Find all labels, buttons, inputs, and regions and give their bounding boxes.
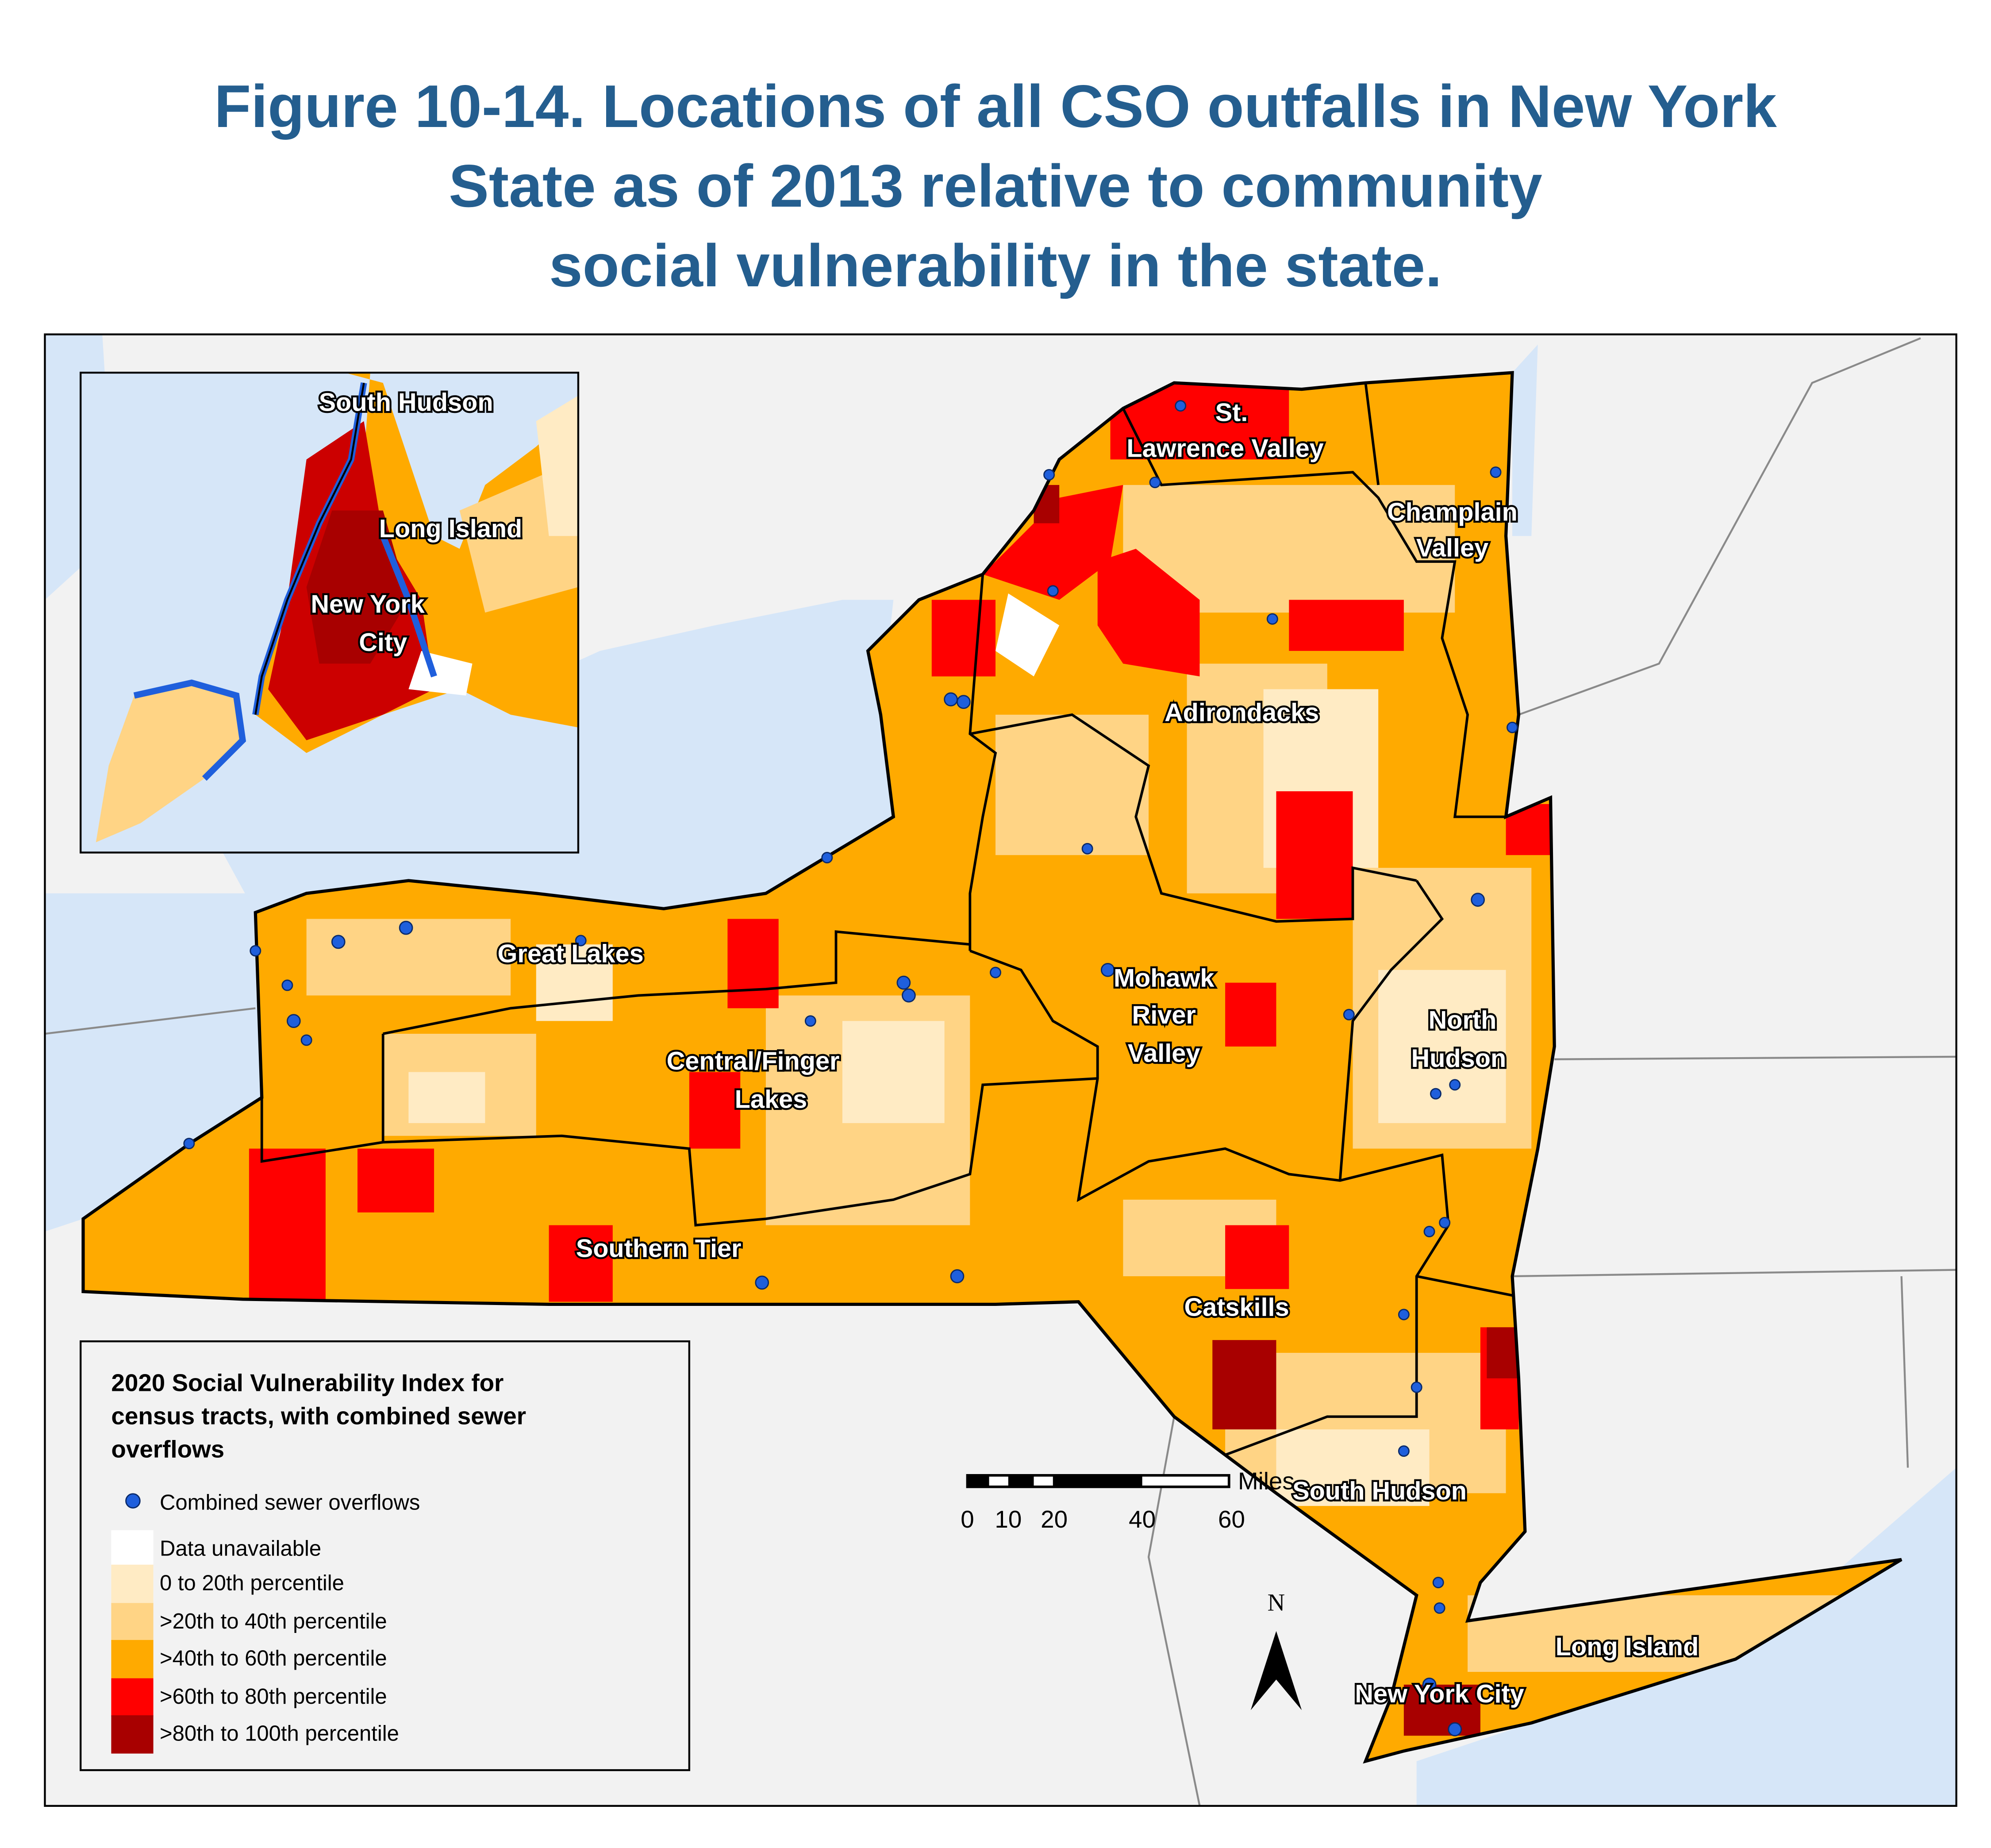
legend-item-80-100: >80th to 100th percentile xyxy=(160,1722,399,1746)
scale-tick-10: 10 xyxy=(995,1505,1022,1533)
north-label: N xyxy=(1268,1589,1285,1616)
label-mohawk-2: River xyxy=(1132,1001,1196,1029)
scale-tick-40: 40 xyxy=(1129,1505,1156,1533)
atlantic-ocean xyxy=(1416,1467,1956,1806)
legend: 2020 Social Vulnerability Index for cens… xyxy=(80,1340,691,1771)
legend-item-cso: Combined sewer overflows xyxy=(160,1491,420,1515)
lake-champlain xyxy=(1512,344,1538,536)
inset-label-nyc-2: City xyxy=(359,628,407,657)
label-central: Central/Finger xyxy=(667,1047,840,1075)
region-boundaries xyxy=(260,382,1513,1456)
label-north-hudson-2: Hudson xyxy=(1411,1044,1507,1073)
legend-cso-dot-icon xyxy=(125,1493,141,1509)
label-long-island: Long Island xyxy=(1556,1633,1699,1661)
state-boundaries xyxy=(45,337,1956,1806)
scale-tick-0: 0 xyxy=(961,1505,974,1533)
title-line-1: Figure 10-14. Locations of all CSO outfa… xyxy=(214,73,1777,140)
legend-swatch-60-80 xyxy=(111,1678,154,1717)
legend-title-2: census tracts, with combined sewer xyxy=(111,1402,526,1430)
inset-label-long-island: Long Island xyxy=(379,515,523,543)
label-st-lawrence: St. xyxy=(1215,399,1248,427)
scale-unit: Miles xyxy=(1238,1467,1295,1495)
label-catskills: Catskills xyxy=(1184,1293,1289,1321)
lake-erie xyxy=(45,893,262,1232)
inset-label-south-hudson: South Hudson xyxy=(319,389,493,417)
inset-map: South Hudson Long Island New York City xyxy=(80,371,580,854)
label-st-lawrence-2: Lawrence Valley xyxy=(1126,434,1324,462)
legend-title-3: overflows xyxy=(111,1436,224,1463)
region-labels: St. Lawrence Valley Champlain Valley Adi… xyxy=(496,397,1700,1710)
legend-swatch-80-100 xyxy=(111,1715,154,1754)
label-nyc: New York City xyxy=(1355,1680,1524,1708)
title-line-3: social vulnerability in the state. xyxy=(549,232,1442,299)
cso-outfalls xyxy=(183,400,1518,1736)
map-border xyxy=(44,333,1957,1807)
scale-tick-20: 20 xyxy=(1041,1505,1068,1533)
title-line-2: State as of 2013 relative to community xyxy=(449,152,1542,219)
label-champlain-2: Valley xyxy=(1416,534,1489,562)
legend-item-40-60: >40th to 60th percentile xyxy=(160,1647,387,1671)
north-arrow-icon: N xyxy=(1250,1589,1302,1710)
map-frame: St. Lawrence Valley Champlain Valley Adi… xyxy=(45,334,1956,1806)
figure-title: Figure 10-14. Locations of all CSO outfa… xyxy=(0,66,1991,305)
legend-title-1: 2020 Social Vulnerability Index for xyxy=(111,1369,504,1397)
legend-item-20-40: >20th to 40th percentile xyxy=(160,1609,387,1633)
legend-swatch-unavailable xyxy=(111,1530,154,1569)
label-mohawk: Mohawk xyxy=(1114,964,1215,992)
legend-swatch-40-60 xyxy=(111,1640,154,1679)
label-north-hudson: North xyxy=(1429,1006,1497,1034)
legend-swatch-20-40 xyxy=(111,1603,154,1641)
label-champlain: Champlain xyxy=(1387,498,1518,527)
label-south-hudson: South Hudson xyxy=(1292,1477,1467,1505)
label-adirondacks: Adirondacks xyxy=(1165,698,1319,727)
label-mohawk-3: Valley xyxy=(1128,1039,1200,1067)
label-central-2: Lakes xyxy=(735,1085,807,1113)
scale-tick-60: 60 xyxy=(1218,1505,1245,1533)
label-great-lakes: Great Lakes xyxy=(498,940,644,968)
legend-item-0-20: 0 to 20th percentile xyxy=(160,1571,344,1595)
legend-item-unavailable: Data unavailable xyxy=(160,1537,321,1561)
label-southern-tier: Southern Tier xyxy=(576,1235,742,1263)
scale-bar: Miles 0 10 20 40 60 xyxy=(961,1467,1294,1533)
legend-item-60-80: >60th to 80th percentile xyxy=(160,1685,387,1709)
inset-label-nyc: New York xyxy=(311,590,425,618)
legend-swatch-0-20 xyxy=(111,1564,154,1603)
